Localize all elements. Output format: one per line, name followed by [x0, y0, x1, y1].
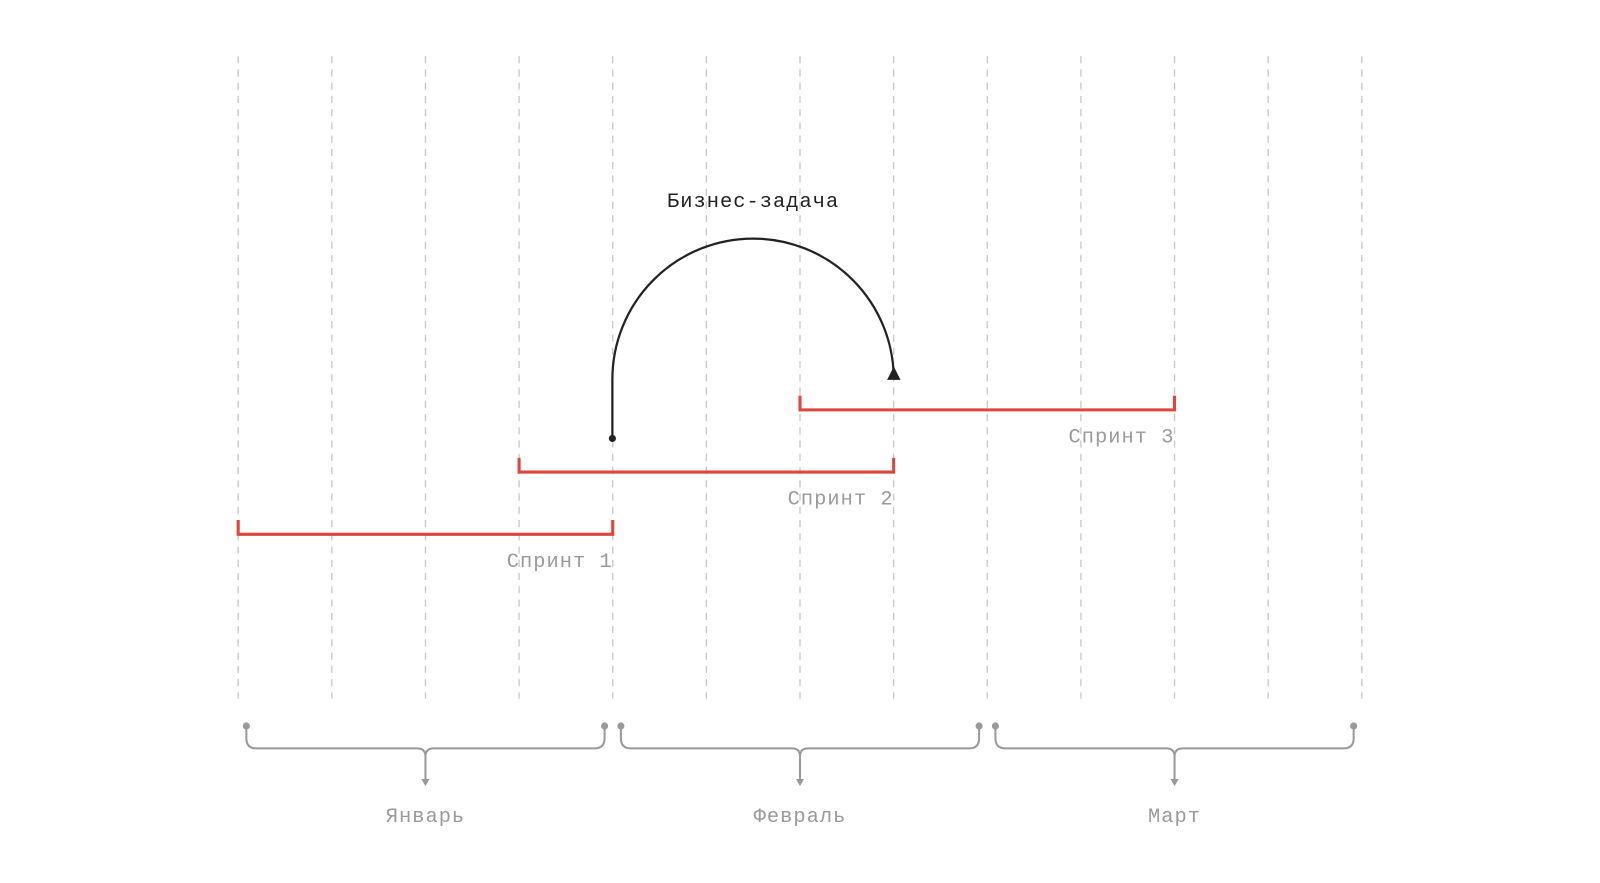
annotation-label: Бизнес-задача: [667, 191, 839, 214]
months: Январь Февраль Март: [242, 722, 1358, 829]
brace-dot: [975, 722, 983, 730]
brace-dot: [991, 722, 999, 730]
month-label: Январь: [386, 806, 465, 829]
sprint-bracket: [798, 395, 1177, 412]
month-arrow: [795, 778, 805, 787]
brace-dot: [242, 722, 250, 730]
month-brace: [245, 725, 606, 782]
week-grid: [237, 56, 1363, 699]
sprint-bracket: [517, 457, 896, 474]
arc-start-dot: [608, 434, 616, 443]
month-label: Март: [1148, 806, 1201, 829]
brace-dot: [1350, 722, 1358, 730]
business-task-arrow: Бизнес-задача: [608, 191, 901, 443]
sprint-label: Спринт 2: [788, 489, 894, 512]
sprint-label: Спринт 1: [507, 551, 613, 574]
sprint-bracket: [236, 520, 615, 536]
sprints: Спринт 1 Спринт 2 Спринт 3: [236, 395, 1177, 574]
brace-dot: [617, 722, 625, 730]
month-brace: [619, 725, 981, 782]
month-brace: [994, 725, 1355, 782]
arc-arrow: [611, 237, 901, 439]
month-arrow: [421, 778, 430, 787]
brace-dot: [601, 722, 609, 730]
sprint-label: Спринт 3: [1069, 427, 1175, 450]
month-label: Февраль: [754, 806, 847, 829]
month-arrow: [1170, 778, 1179, 787]
